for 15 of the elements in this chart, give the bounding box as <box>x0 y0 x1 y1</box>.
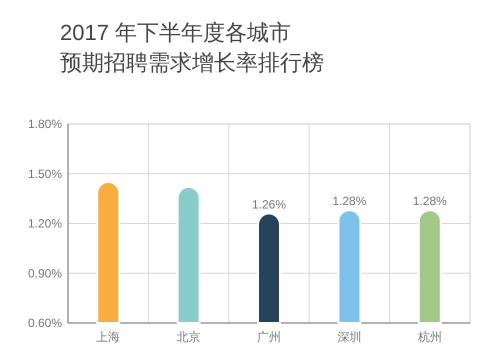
chart-subtitle: 预期招聘需求增长率排行榜 <box>60 50 324 75</box>
data-label: 1.28% <box>412 194 448 208</box>
y-tick-label: 0.90% <box>28 266 62 280</box>
y-tick-label: 1.50% <box>28 166 62 181</box>
y-tick-label: 0.60% <box>28 316 62 330</box>
x-tick-label: 上海 <box>96 330 120 344</box>
x-tick-label: 深圳 <box>337 330 362 344</box>
data-label: 1.26% <box>252 198 286 212</box>
x-tick-label: 广州 <box>257 330 281 344</box>
y-tick-label: 1.20% <box>28 216 62 230</box>
data-label: 1.28% <box>332 194 367 208</box>
y-tick-label: 1.80% <box>28 117 62 131</box>
chart-title: 2017 年下半年度各城市 <box>60 20 292 45</box>
x-tick-label: 杭州 <box>416 330 442 344</box>
x-tick-label: 北京 <box>176 330 201 344</box>
